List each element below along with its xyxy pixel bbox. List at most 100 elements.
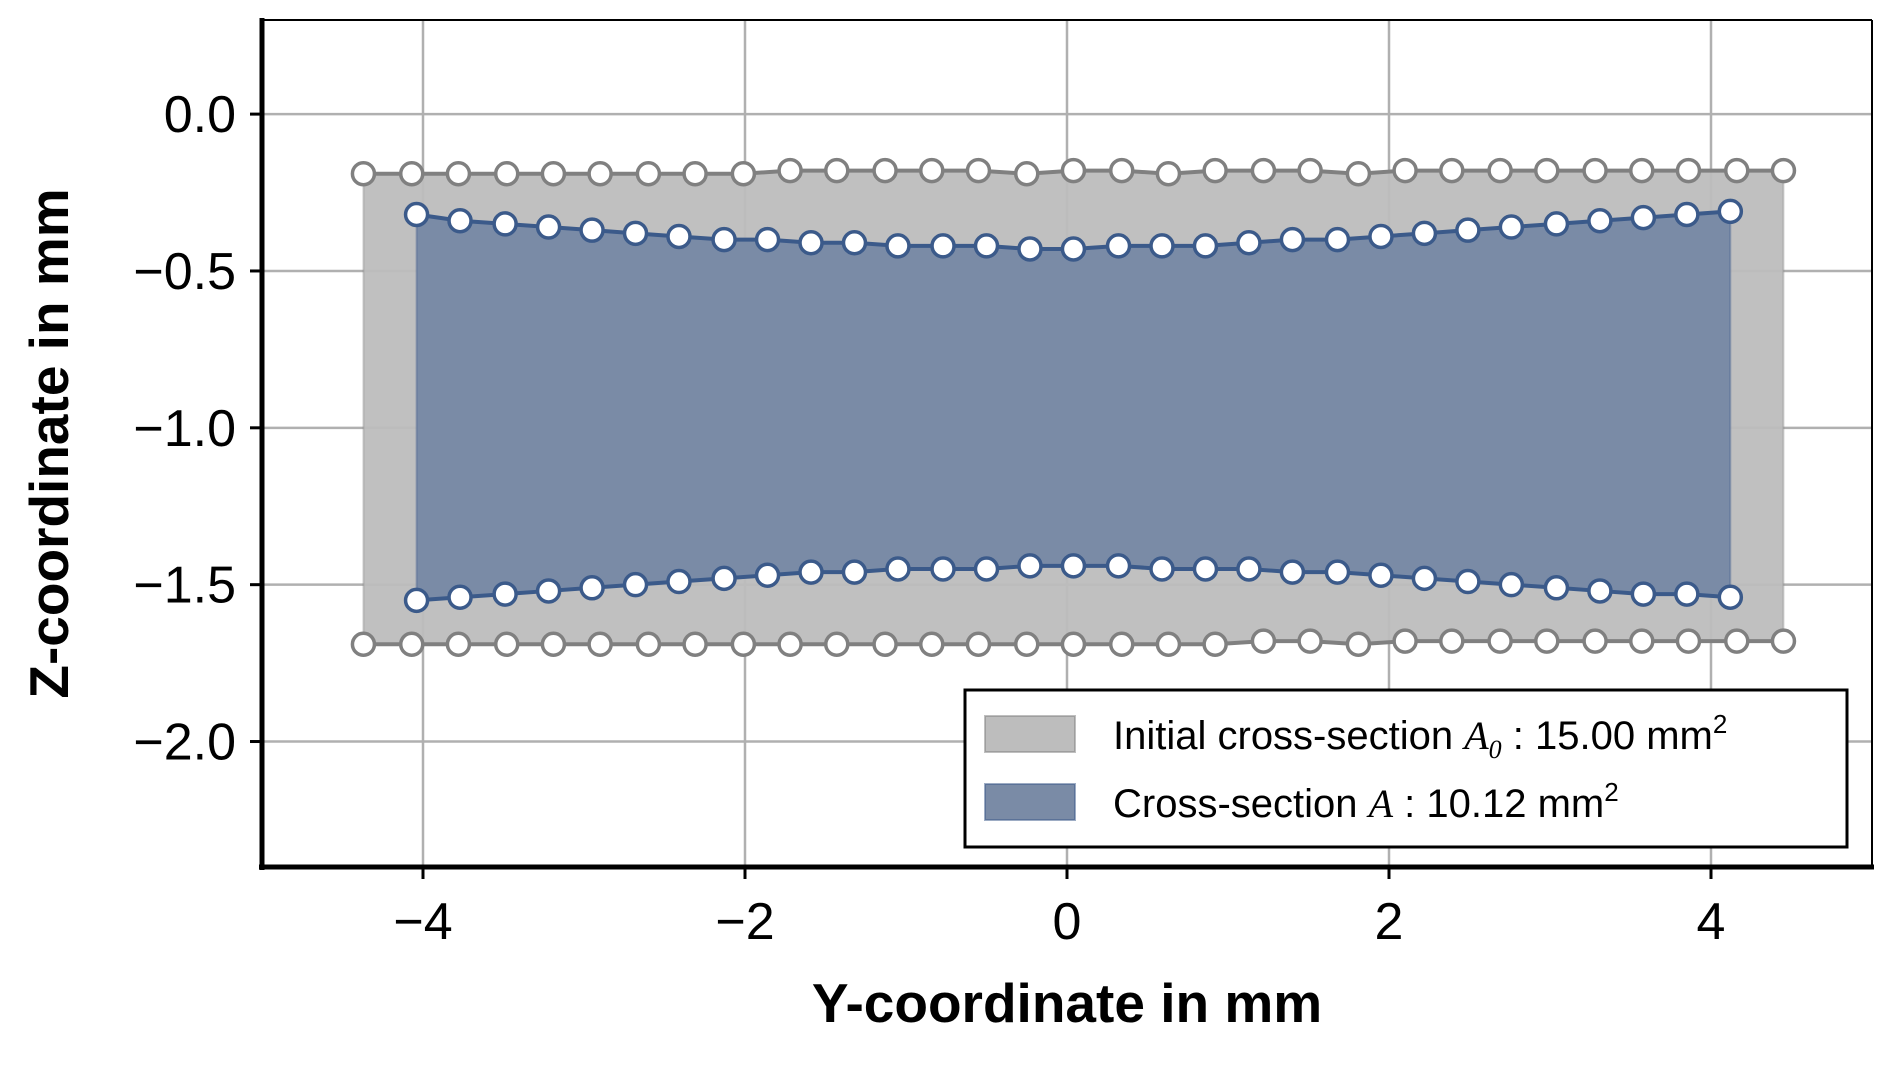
x-tick-label: 4 xyxy=(1697,893,1726,951)
series-0-point xyxy=(1675,628,1702,654)
series-1-point xyxy=(1017,553,1043,579)
series-0-point xyxy=(1675,157,1702,184)
series-0-point xyxy=(540,160,567,187)
series-1-point xyxy=(1411,220,1438,247)
series-1-point xyxy=(666,223,692,250)
series-1-point xyxy=(754,226,781,253)
series-1-point xyxy=(1674,581,1700,607)
series-0-point xyxy=(730,631,757,658)
series-0-point xyxy=(730,160,757,187)
series-0-point xyxy=(1392,628,1418,654)
series-1-point xyxy=(841,559,868,585)
series-1-point xyxy=(1236,556,1262,582)
series-1-point xyxy=(1674,201,1700,228)
series-0-point xyxy=(1345,160,1372,187)
series-1-point xyxy=(711,565,737,592)
series-0-point xyxy=(1724,628,1750,654)
series-1-point xyxy=(973,556,1000,582)
series-1-point xyxy=(1455,217,1481,243)
y-tick-label: −1.0 xyxy=(133,400,236,458)
y-axis-title: Z-coordinate in mm xyxy=(18,188,80,698)
series-1-point xyxy=(1543,211,1570,237)
series-1-point xyxy=(579,217,605,243)
series-1-point xyxy=(1192,556,1219,582)
series-0-point xyxy=(493,631,520,658)
series-0-point xyxy=(587,160,613,187)
series-1-point xyxy=(622,220,649,247)
y-tick-label: −2.0 xyxy=(133,714,236,772)
series-0-point xyxy=(872,157,898,184)
series-1-point xyxy=(885,556,911,582)
series-1-point xyxy=(1368,562,1394,589)
series-1-point xyxy=(1105,553,1132,579)
x-tick-label: −2 xyxy=(715,893,774,951)
series-1-point xyxy=(798,559,824,585)
series-0-point xyxy=(1487,157,1513,184)
legend-swatch-1 xyxy=(984,783,1076,821)
series-1-point xyxy=(535,214,562,240)
series-0-point xyxy=(445,631,472,658)
series-0-point xyxy=(1202,631,1228,658)
series-0-point xyxy=(1297,628,1323,654)
series-1-point xyxy=(447,584,473,610)
series-0-point xyxy=(1582,157,1608,184)
series-1-point xyxy=(1017,236,1043,262)
series-0-point xyxy=(1108,631,1135,658)
series-0-point xyxy=(1770,628,1797,654)
y-tick-label: −1.5 xyxy=(133,557,236,615)
series-1-point xyxy=(492,581,518,607)
series-0-point xyxy=(1534,157,1560,184)
series-1-point xyxy=(930,556,956,582)
series-0-point xyxy=(1060,631,1087,658)
series-0-point xyxy=(1629,157,1655,184)
y-tick-label: 0.0 xyxy=(164,86,236,144)
series-1-point xyxy=(1543,575,1570,601)
series-1-point xyxy=(754,562,781,589)
legend-label-0: Initial cross-section A0 : 15.00 mm2 xyxy=(1113,709,1727,764)
x-axis-title: Y-coordinate in mm xyxy=(812,972,1322,1034)
series-1-point xyxy=(1149,233,1175,259)
series-0-point xyxy=(1060,157,1087,184)
series-1-point xyxy=(492,211,518,237)
series-1-point xyxy=(885,233,911,259)
series-0-point xyxy=(1629,628,1655,654)
series-1-point xyxy=(1279,226,1306,253)
series-1-point xyxy=(798,229,824,256)
series-0-point xyxy=(493,160,520,187)
series-0-point xyxy=(1202,157,1228,184)
series-0-point xyxy=(635,631,662,658)
series-0-point xyxy=(1250,628,1277,654)
series-1-point xyxy=(1587,578,1613,604)
series-1-point xyxy=(1630,581,1657,607)
marker-layer xyxy=(350,157,1797,658)
y-tick-label: −0.5 xyxy=(133,243,236,301)
series-1-point xyxy=(1630,204,1657,231)
series-0-point xyxy=(635,160,662,187)
series-0-point xyxy=(540,631,567,658)
series-0-point xyxy=(872,631,898,658)
series-0-point xyxy=(965,157,992,184)
series-1-point xyxy=(1717,198,1744,225)
series-1-point xyxy=(1236,229,1262,256)
series-0-point xyxy=(682,160,708,187)
series-0-point xyxy=(1392,157,1418,184)
series-0-point xyxy=(777,631,803,658)
series-1-point xyxy=(1368,223,1394,250)
series-0-point xyxy=(824,631,850,658)
series-0-point xyxy=(1250,157,1277,184)
series-0-point xyxy=(1108,157,1135,184)
series-1-point xyxy=(622,571,649,598)
series-1-point xyxy=(1455,568,1481,595)
series-1-point xyxy=(1717,584,1744,610)
x-tick-label: 0 xyxy=(1053,893,1082,951)
series-0-point xyxy=(1770,157,1797,184)
series-0-point xyxy=(1439,628,1465,654)
series-0-point xyxy=(1014,631,1040,658)
series-1-point xyxy=(403,201,430,228)
series-1-point xyxy=(1324,559,1351,585)
series-1-point xyxy=(1192,233,1219,259)
series-0-point xyxy=(1297,157,1323,184)
series-0-point xyxy=(1345,631,1372,658)
